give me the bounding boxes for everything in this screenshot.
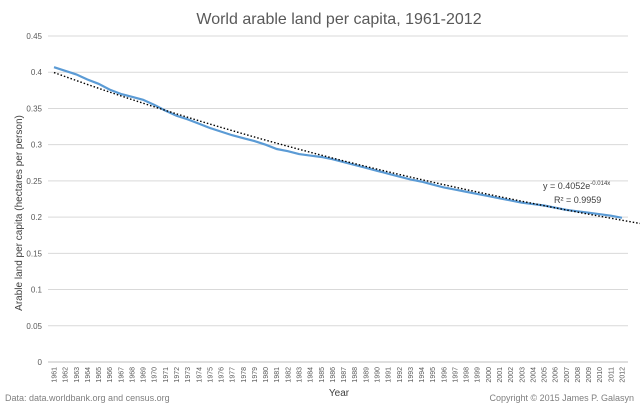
x-tick-label: 2009 bbox=[586, 367, 593, 383]
x-tick-label: 1987 bbox=[341, 367, 348, 383]
x-tick-label: 1984 bbox=[308, 367, 315, 383]
x-tick-label: 1962 bbox=[63, 367, 70, 383]
x-tick-label: 1966 bbox=[107, 367, 114, 383]
x-tick-label: 1963 bbox=[74, 367, 81, 383]
y-axis-label: Arable land per capita (hectares per per… bbox=[14, 115, 25, 311]
x-tick-label: 1977 bbox=[230, 367, 237, 383]
x-tick-label: 2005 bbox=[542, 367, 549, 383]
x-tick-label: 1971 bbox=[163, 367, 170, 383]
x-tick-label: 1975 bbox=[207, 367, 214, 383]
x-tick-label: 1989 bbox=[363, 367, 370, 383]
x-tick-label: 1996 bbox=[441, 367, 448, 383]
x-tick-label: 1999 bbox=[475, 367, 482, 383]
x-tick-label: 1986 bbox=[330, 367, 337, 383]
x-tick-label: 1994 bbox=[419, 367, 426, 383]
chart-title: World arable land per capita, 1961-2012 bbox=[196, 11, 481, 28]
x-tick-label: 1964 bbox=[85, 367, 92, 383]
y-tick-label: 0.3 bbox=[31, 141, 43, 150]
y-tick-label: 0.35 bbox=[26, 104, 42, 113]
x-tick-label: 2010 bbox=[597, 367, 604, 383]
x-tick-label: 1983 bbox=[297, 367, 304, 383]
x-tick-label: 1974 bbox=[196, 367, 203, 383]
x-tick-label: 2006 bbox=[553, 367, 560, 383]
x-tick-label: 1967 bbox=[118, 367, 125, 383]
x-tick-label: 1982 bbox=[285, 367, 292, 383]
x-tick-label: 1973 bbox=[185, 367, 192, 383]
x-tick-label: 1997 bbox=[452, 367, 459, 383]
data-source-note: Data: data.worldbank.org and census.org bbox=[5, 393, 170, 403]
gridlines bbox=[48, 35, 628, 327]
y-tick-labels: 0 0.05 0.1 0.15 0.2 0.25 0.3 0.35 0.4 0.45 bbox=[26, 32, 42, 367]
x-tick-label: 1970 bbox=[152, 367, 159, 383]
x-tick-label: 2001 bbox=[497, 367, 504, 383]
x-tick-label: 1990 bbox=[374, 367, 381, 383]
x-tick-label: 1980 bbox=[263, 367, 270, 383]
x-tick-label: 1981 bbox=[274, 367, 281, 383]
x-tick-label: 1992 bbox=[397, 367, 404, 383]
y-tick-label: 0.15 bbox=[26, 249, 42, 258]
series-line-arable-land bbox=[53, 66, 623, 219]
x-tick-labels: 1961 1962 1963 1964 1965 1966 1967 1968 1969 1970… bbox=[52, 367, 627, 383]
x-tick-label: 1991 bbox=[386, 367, 393, 383]
x-tick-label: 1985 bbox=[319, 367, 326, 383]
x-tick-label: 2007 bbox=[564, 367, 571, 383]
trendline-exponential bbox=[53, 71, 640, 225]
x-tick-label: 1978 bbox=[241, 367, 248, 383]
x-tick-label: 1972 bbox=[174, 367, 181, 383]
x-tick-label: 2002 bbox=[508, 367, 515, 383]
y-tick-label: 0.05 bbox=[26, 322, 42, 331]
copyright-note: Copyright © 2015 James P. Galasyn bbox=[489, 393, 634, 403]
x-tick-label: 1976 bbox=[219, 367, 226, 383]
x-axis-label: Year bbox=[329, 388, 350, 399]
x-tick-label: 2004 bbox=[530, 367, 537, 383]
y-tick-label: 0.2 bbox=[31, 213, 43, 222]
x-tick-label: 2012 bbox=[620, 367, 627, 383]
x-tick-label: 1968 bbox=[129, 367, 136, 383]
trendline-equation: y = 0.4052e-0.014x bbox=[543, 181, 610, 191]
x-tick-label: 2003 bbox=[519, 367, 526, 383]
x-tick-label: 1998 bbox=[464, 367, 471, 383]
x-tick-label: 1965 bbox=[96, 367, 103, 383]
x-tick-label: 2011 bbox=[608, 367, 615, 382]
x-tick-label: 1995 bbox=[430, 367, 437, 383]
x-tick-label: 1979 bbox=[252, 367, 259, 383]
x-tick-label: 1969 bbox=[141, 367, 148, 383]
x-tick-label: 1961 bbox=[52, 367, 59, 383]
x-tick-label: 1988 bbox=[352, 367, 359, 383]
r-squared-label: R² = 0.9959 bbox=[554, 195, 601, 205]
x-tick-label: 2008 bbox=[575, 367, 582, 383]
x-tick-label: 2000 bbox=[486, 367, 493, 383]
y-tick-label: 0.45 bbox=[26, 32, 42, 41]
y-tick-label: 0.4 bbox=[31, 68, 43, 77]
x-tick-label: 1993 bbox=[408, 367, 415, 383]
y-tick-label: 0.1 bbox=[31, 286, 43, 295]
y-tick-label: 0 bbox=[38, 358, 43, 367]
y-tick-label: 0.25 bbox=[26, 177, 42, 186]
